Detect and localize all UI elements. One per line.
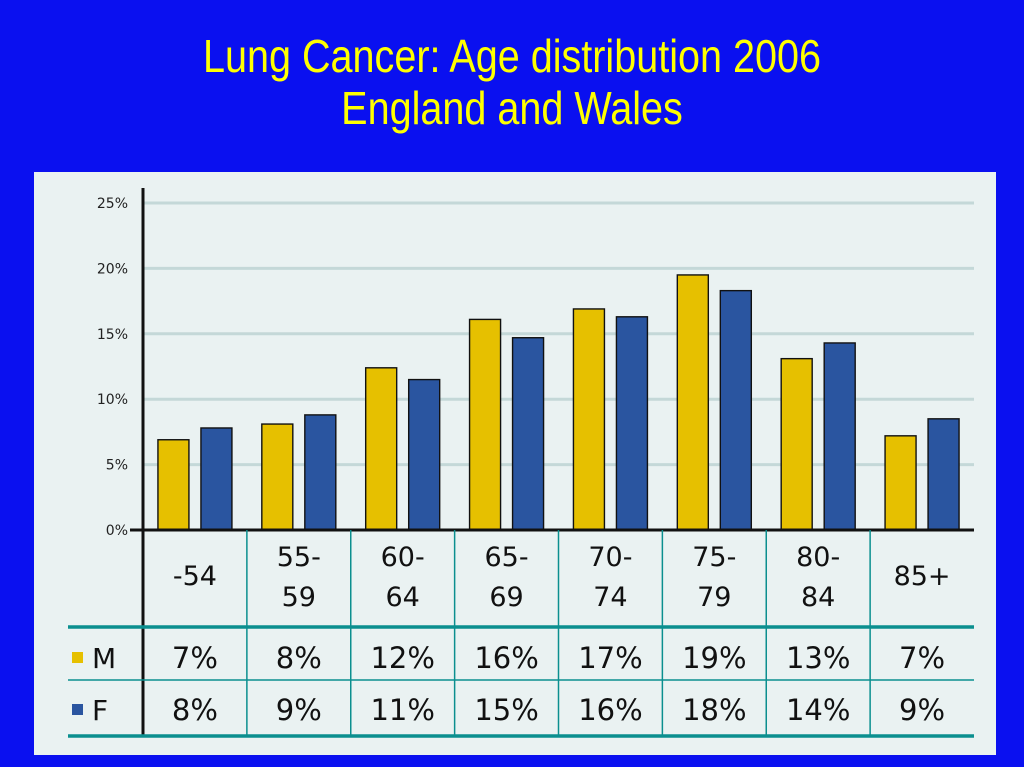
x-tick-label: 80- (796, 542, 840, 573)
x-tick-label: 75- (692, 542, 736, 573)
data-label: 17% (578, 641, 642, 675)
x-tick-label: 60- (381, 542, 425, 573)
bar-m (468, 318, 502, 531)
x-tick-label: 84 (801, 582, 835, 613)
x-tick-label: 74 (593, 582, 627, 613)
x-tick-label: 70- (588, 542, 632, 573)
data-label: 19% (682, 641, 746, 675)
y-tick-label: 25% (97, 196, 128, 212)
bar-m (572, 308, 606, 531)
legend-swatch-f (72, 704, 83, 715)
data-label: 15% (474, 693, 538, 727)
bar-f (615, 316, 649, 531)
data-label: 18% (682, 693, 746, 727)
data-label: 12% (370, 641, 434, 675)
bar-f (719, 289, 753, 531)
y-tick-label: 10% (97, 392, 128, 408)
x-tick-label: 79 (697, 582, 731, 613)
data-label: 16% (578, 693, 642, 727)
slide-title-line1: Lung Cancer: Age distribution 2006 (202, 30, 822, 82)
y-tick-label: 20% (97, 261, 128, 277)
data-label: 14% (786, 693, 850, 727)
x-tick-label: 65- (485, 542, 529, 573)
x-tick-label: 85+ (894, 561, 951, 592)
legend-swatch-m (72, 652, 83, 663)
x-tick-label: -54 (173, 561, 217, 592)
data-label: 8% (172, 693, 218, 727)
data-label: 16% (474, 641, 538, 675)
bar-m (364, 367, 398, 531)
slide-title-line2: England and Wales (341, 82, 683, 134)
slide-title: Lung Cancer: Age distribution 2006 Engla… (72, 30, 953, 134)
x-tick-label: 55- (277, 542, 321, 573)
x-tick-label: 64 (386, 582, 420, 613)
data-label: 9% (899, 693, 945, 727)
y-tick-label: 0% (106, 523, 128, 539)
bar-m (780, 357, 813, 531)
data-label: 11% (370, 693, 434, 727)
data-label: 7% (899, 641, 945, 675)
bar-f (927, 418, 960, 531)
legend-label-f: F (92, 694, 108, 727)
bar-f (304, 414, 337, 531)
bar-m (157, 439, 190, 531)
bar-f (200, 427, 233, 531)
y-tick-label: 5% (106, 458, 128, 474)
x-tick-label: 59 (282, 582, 316, 613)
bar-m (884, 435, 917, 531)
data-label: 13% (786, 641, 850, 675)
y-tick-label: 15% (97, 327, 128, 343)
x-tick-label: 69 (489, 582, 523, 613)
data-label: 9% (276, 693, 322, 727)
bar-m (261, 423, 294, 531)
data-label: 8% (276, 641, 322, 675)
bar-f (511, 337, 545, 531)
bar-f (407, 378, 441, 531)
bar-f (823, 342, 856, 531)
bar-m (676, 274, 710, 531)
bar-chart: 0% 5% 10% 15% 20% 25% -54 55- 59 60- 64 65- 69 70- 74 7… (68, 188, 974, 738)
data-label: 7% (172, 641, 218, 675)
legend-label-m: M (92, 642, 116, 675)
chart-panel: 0% 5% 10% 15% 20% 25% -54 55- 59 60- 64 65- 69 70- 74 7… (34, 172, 996, 755)
